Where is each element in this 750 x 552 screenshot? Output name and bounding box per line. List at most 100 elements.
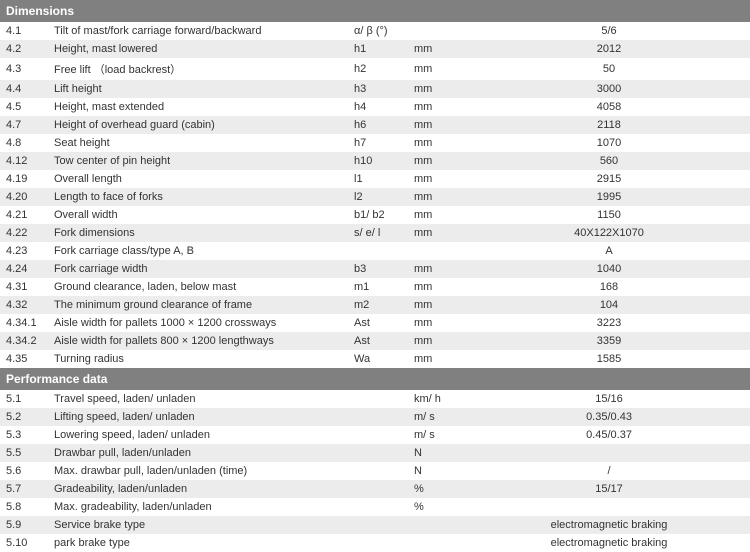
table-row: 4.32The minimum ground clearance of fram… [0, 296, 750, 314]
cell-symbol [348, 534, 408, 552]
cell-code: 4.32 [0, 296, 48, 314]
cell-symbol: Wa [348, 350, 408, 368]
table-row: 4.21Overall widthb1/ b2mm1150 [0, 206, 750, 224]
table-row: 5.5Drawbar pull, laden/unladenN [0, 444, 750, 462]
cell-symbol: h10 [348, 152, 408, 170]
cell-code: 4.24 [0, 260, 48, 278]
cell-desc: Fork carriage width [48, 260, 348, 278]
table-row: 4.12Tow center of pin heighth10mm560 [0, 152, 750, 170]
cell-unit: mm [408, 278, 468, 296]
cell-desc: Max. drawbar pull, laden/unladen (time) [48, 462, 348, 480]
cell-unit: mm [408, 58, 468, 80]
cell-symbol: l2 [348, 188, 408, 206]
cell-code: 4.7 [0, 116, 48, 134]
cell-unit: km/ h [408, 390, 468, 408]
cell-code: 4.5 [0, 98, 48, 116]
cell-symbol: b3 [348, 260, 408, 278]
cell-unit: m/ s [408, 408, 468, 426]
table-row: 4.5Height, mast extendedh4mm4058 [0, 98, 750, 116]
cell-value: 104 [468, 296, 750, 314]
cell-symbol [348, 516, 408, 534]
cell-value [468, 444, 750, 462]
cell-desc: Fork carriage class/type A, B [48, 242, 348, 260]
cell-symbol: m1 [348, 278, 408, 296]
cell-symbol: h4 [348, 98, 408, 116]
cell-unit: mm [408, 188, 468, 206]
table-row: 4.22Fork dimensionss/ e/ lmm40X122X1070 [0, 224, 750, 242]
table-row: 4.34.1Aisle width for pallets 1000 × 120… [0, 314, 750, 332]
cell-unit [408, 534, 468, 552]
cell-unit: mm [408, 152, 468, 170]
cell-code: 4.34.2 [0, 332, 48, 350]
cell-desc: Aisle width for pallets 1000 × 1200 cros… [48, 314, 348, 332]
cell-unit: N [408, 444, 468, 462]
cell-value: 40X122X1070 [468, 224, 750, 242]
table-row: 4.8Seat heighth7mm1070 [0, 134, 750, 152]
cell-value: A [468, 242, 750, 260]
cell-unit: mm [408, 296, 468, 314]
cell-code: 4.12 [0, 152, 48, 170]
cell-code: 4.21 [0, 206, 48, 224]
cell-value: 560 [468, 152, 750, 170]
cell-value: 3000 [468, 80, 750, 98]
cell-value: 168 [468, 278, 750, 296]
cell-value: 1585 [468, 350, 750, 368]
cell-code: 4.20 [0, 188, 48, 206]
table-row: 4.3Free lift （load backrest）h2mm50 [0, 58, 750, 80]
table-row: 4.2Height, mast loweredh1mm2012 [0, 40, 750, 58]
cell-symbol [348, 242, 408, 260]
cell-code: 5.7 [0, 480, 48, 498]
cell-value: 15/17 [468, 480, 750, 498]
cell-desc: Seat height [48, 134, 348, 152]
cell-code: 4.34.1 [0, 314, 48, 332]
cell-value: 1040 [468, 260, 750, 278]
cell-desc: Aisle width for pallets 800 × 1200 lengt… [48, 332, 348, 350]
spec-table-root: Dimensions4.1Tilt of mast/fork carriage … [0, 0, 750, 552]
cell-code: 4.4 [0, 80, 48, 98]
cell-code: 5.9 [0, 516, 48, 534]
table-row: 4.34.2Aisle width for pallets 800 × 1200… [0, 332, 750, 350]
table-row: 5.10park brake typeelectromagnetic braki… [0, 534, 750, 552]
cell-value: 0.45/0.37 [468, 426, 750, 444]
cell-unit: mm [408, 224, 468, 242]
spec-table: 5.1Travel speed, laden/ unladenkm/ h15/1… [0, 390, 750, 552]
cell-unit [408, 22, 468, 40]
cell-desc: Tilt of mast/fork carriage forward/backw… [48, 22, 348, 40]
cell-value: 4058 [468, 98, 750, 116]
cell-unit: mm [408, 206, 468, 224]
cell-unit: mm [408, 314, 468, 332]
cell-symbol [348, 498, 408, 516]
cell-symbol: Ast [348, 314, 408, 332]
cell-desc: Turning radius [48, 350, 348, 368]
cell-symbol: h1 [348, 40, 408, 58]
cell-desc: park brake type [48, 534, 348, 552]
cell-code: 4.31 [0, 278, 48, 296]
cell-desc: Travel speed, laden/ unladen [48, 390, 348, 408]
cell-unit: % [408, 480, 468, 498]
cell-unit: mm [408, 80, 468, 98]
cell-desc: Height, mast extended [48, 98, 348, 116]
table-row: 4.4Lift heighth3mm3000 [0, 80, 750, 98]
cell-desc: Tow center of pin height [48, 152, 348, 170]
cell-desc: The minimum ground clearance of frame [48, 296, 348, 314]
section-header: Dimensions [0, 0, 750, 22]
cell-code: 5.5 [0, 444, 48, 462]
cell-code: 4.3 [0, 58, 48, 80]
cell-unit: mm [408, 170, 468, 188]
cell-unit: mm [408, 116, 468, 134]
cell-desc: Service brake type [48, 516, 348, 534]
cell-desc: Ground clearance, laden, below mast [48, 278, 348, 296]
cell-unit: N [408, 462, 468, 480]
cell-symbol: h7 [348, 134, 408, 152]
cell-desc: Gradeability, laden/unladen [48, 480, 348, 498]
table-row: 5.7Gradeability, laden/unladen%15/17 [0, 480, 750, 498]
cell-unit: mm [408, 40, 468, 58]
cell-symbol: α/ β (°) [348, 22, 408, 40]
cell-value: electromagnetic braking [468, 534, 750, 552]
cell-value: 3223 [468, 314, 750, 332]
cell-symbol: Ast [348, 332, 408, 350]
cell-unit: mm [408, 350, 468, 368]
cell-code: 4.1 [0, 22, 48, 40]
table-row: 5.9Service brake typeelectromagnetic bra… [0, 516, 750, 534]
cell-unit: mm [408, 332, 468, 350]
